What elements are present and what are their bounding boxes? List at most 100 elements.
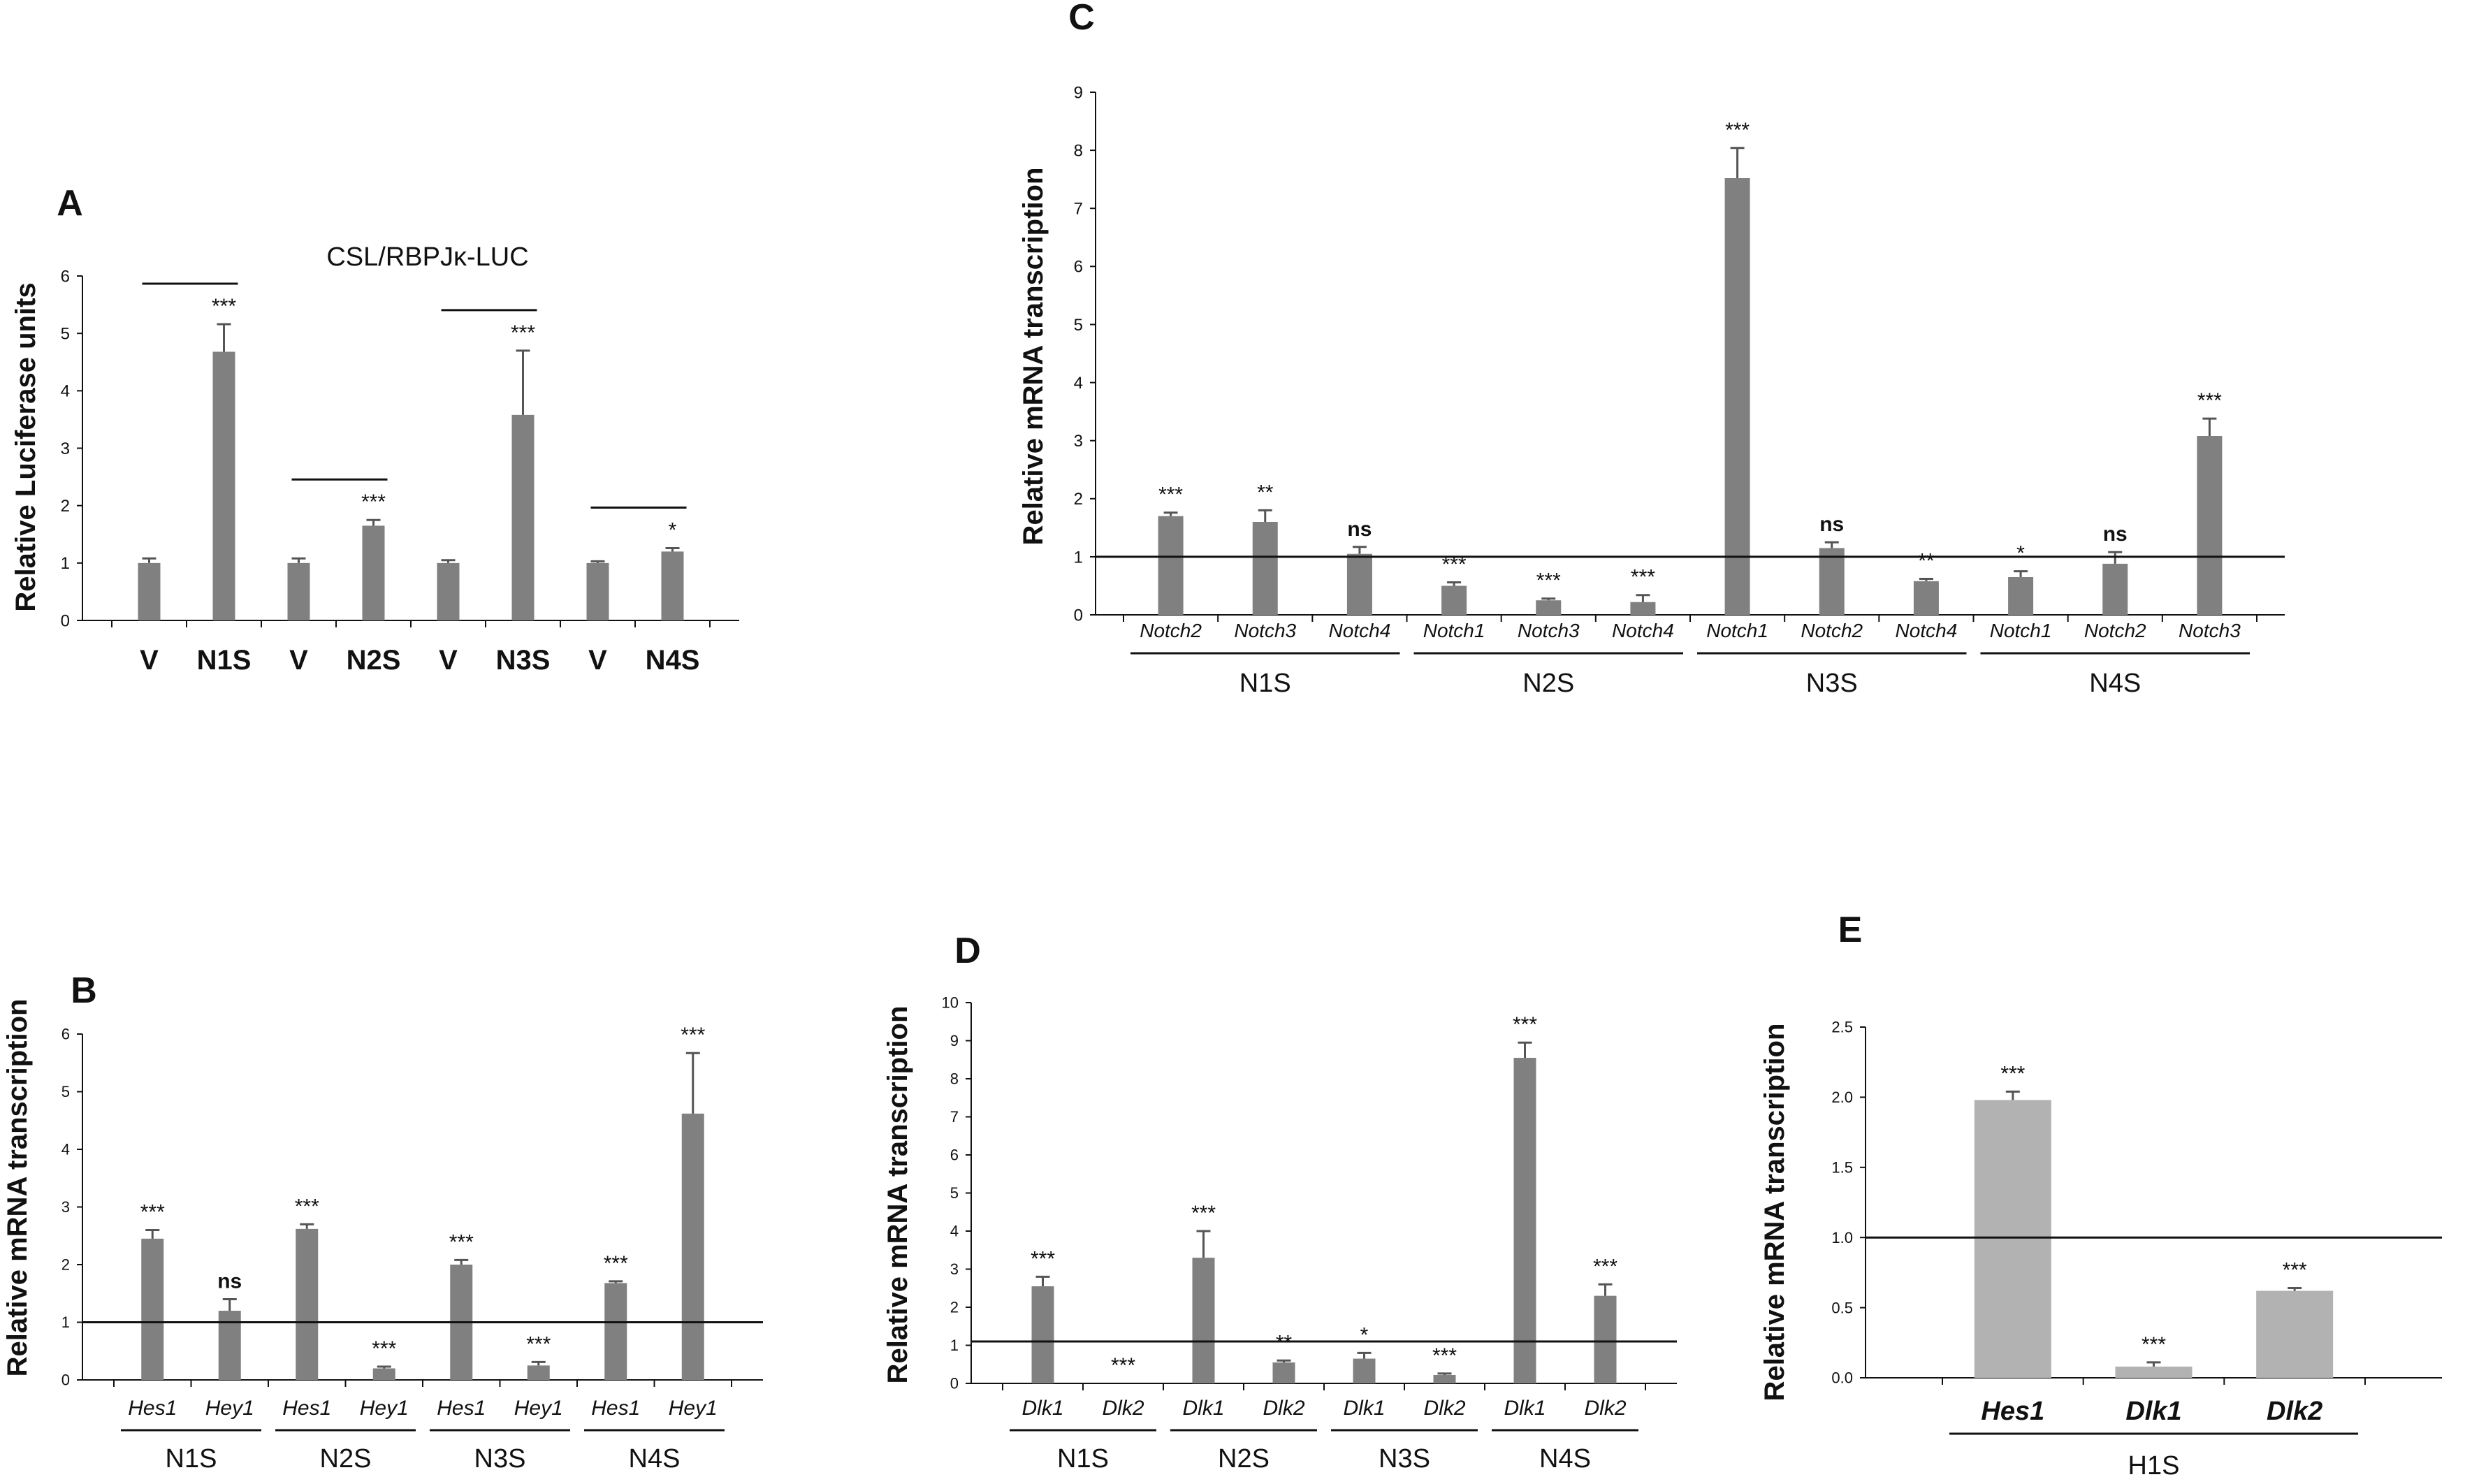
chart-e: E Relative mRNA transcription 0.0 0.5 1.0 1.5… [1759, 910, 2442, 1481]
y-tick-label: 5 [61, 325, 70, 344]
x-tick-label: V [439, 645, 458, 676]
bar [1819, 548, 1845, 615]
bar [1192, 1258, 1215, 1383]
group-label: N2S [1522, 669, 1574, 698]
significance-label: * [1360, 1323, 1369, 1346]
bar [661, 551, 684, 620]
y-tick-label: 5 [950, 1184, 959, 1202]
group-label: N3S [1806, 669, 1858, 698]
y-tick-label: 1 [950, 1337, 959, 1354]
x-tick-label: Notch2 [2084, 620, 2146, 641]
y-tick-label: 0.5 [1831, 1299, 1853, 1316]
y-tick-label: 4 [61, 1141, 70, 1158]
bar [1031, 1286, 1054, 1383]
bar [1594, 1295, 1617, 1383]
bar [1513, 1058, 1536, 1383]
significance-label: ns [1819, 513, 1844, 536]
x-tick-label: N3S [496, 645, 551, 676]
significance-label: *** [1513, 1013, 1537, 1036]
bar [1974, 1100, 2051, 1378]
bar [2008, 576, 2034, 615]
bar [681, 1113, 704, 1380]
significance-label: ns [1347, 518, 1372, 541]
significance-label: *** [361, 490, 386, 514]
x-tick-label: Notch1 [1706, 620, 1768, 641]
significance-label: * [669, 518, 677, 541]
x-tick-label: V [588, 645, 607, 676]
bar [1536, 600, 1562, 615]
x-tick-label: Notch2 [1140, 620, 1202, 641]
bar [2102, 563, 2128, 615]
bar [511, 414, 535, 620]
x-tick-label: Dlk2 [2267, 1397, 2322, 1426]
y-tick-label: 8 [950, 1070, 959, 1088]
group-label: N4S [1539, 1444, 1591, 1474]
y-tick-label: 8 [1074, 142, 1083, 161]
significance-label: ns [2103, 523, 2128, 546]
x-tick-label: Notch3 [2179, 620, 2241, 641]
x-tick-label: Notch1 [1423, 620, 1485, 641]
y-tick-label: 1 [61, 554, 70, 573]
panel-label: C [1068, 0, 1095, 38]
significance-label: *** [1432, 1344, 1457, 1367]
significance-label: *** [2283, 1258, 2307, 1281]
group-label: N4S [2089, 669, 2141, 698]
x-tick-label: Hey1 [669, 1397, 718, 1420]
significance-label: *** [2142, 1333, 2166, 1356]
bar [212, 351, 235, 620]
significance-label: *** [1631, 566, 1655, 589]
x-tick-label: Notch1 [1990, 620, 2052, 641]
chart-d: D Relative mRNA transcription 0 1 2 3 4 5 6 7 8 9 10… [882, 931, 1677, 1474]
y-tick-label: 2.0 [1831, 1089, 1853, 1106]
x-tick-label: Hey1 [205, 1397, 254, 1420]
y-tick-label: 6 [61, 1026, 70, 1043]
panel-label: B [71, 970, 97, 1011]
y-tick-label: 1.0 [1831, 1229, 1853, 1246]
significance-label: *** [1725, 119, 1750, 142]
group-label: N4S [629, 1444, 681, 1474]
significance-label: *** [295, 1195, 319, 1218]
bar [1346, 553, 1372, 615]
significance-label: ** [1276, 1331, 1293, 1354]
significance-label: *** [140, 1201, 165, 1224]
x-tick-label: N4S [646, 645, 700, 676]
y-tick-label: 3 [61, 439, 70, 458]
y-axis-label: Relative mRNA transcription [2, 999, 33, 1377]
bar [141, 1238, 164, 1380]
y-tick-label: 0 [1074, 606, 1083, 625]
x-tick-label: Hey1 [360, 1397, 409, 1420]
significance-label: *** [212, 295, 236, 318]
group-label: N1S [1239, 669, 1291, 698]
bar [586, 562, 609, 620]
x-tick-label: Dlk2 [1584, 1397, 1626, 1420]
x-tick-label: V [289, 645, 308, 676]
y-tick-label: 7 [1074, 200, 1083, 219]
y-tick-label: 6 [950, 1147, 959, 1164]
x-tick-label: Dlk1 [1343, 1397, 1385, 1420]
chart-title: CSL/RBPJκ-LUC [326, 242, 528, 272]
significance-label: *** [449, 1230, 474, 1253]
significance-label: *** [526, 1332, 551, 1355]
significance-label: ** [1918, 549, 1935, 572]
bar [1433, 1375, 1456, 1383]
y-tick-label: 3 [1074, 432, 1083, 451]
y-tick-label: 3 [950, 1260, 959, 1278]
y-tick-label: 1.5 [1831, 1159, 1853, 1177]
significance-label: *** [681, 1024, 705, 1047]
x-tick-label: Hes1 [128, 1397, 177, 1420]
x-tick-label: V [140, 645, 159, 676]
x-tick-label: Hey1 [514, 1397, 563, 1420]
y-tick-label: 0.0 [1831, 1369, 1853, 1387]
y-tick-label: 0 [950, 1375, 959, 1392]
y-tick-label: 1 [61, 1314, 70, 1331]
group-label: N1S [166, 1444, 217, 1474]
x-tick-label: Notch4 [1329, 620, 1391, 641]
x-tick-label: Dlk1 [1504, 1397, 1546, 1420]
bar [2256, 1290, 2334, 1378]
bar [1272, 1362, 1295, 1383]
panel-label: A [57, 183, 83, 224]
y-tick-label: 1 [1074, 548, 1083, 567]
bar [362, 525, 385, 620]
